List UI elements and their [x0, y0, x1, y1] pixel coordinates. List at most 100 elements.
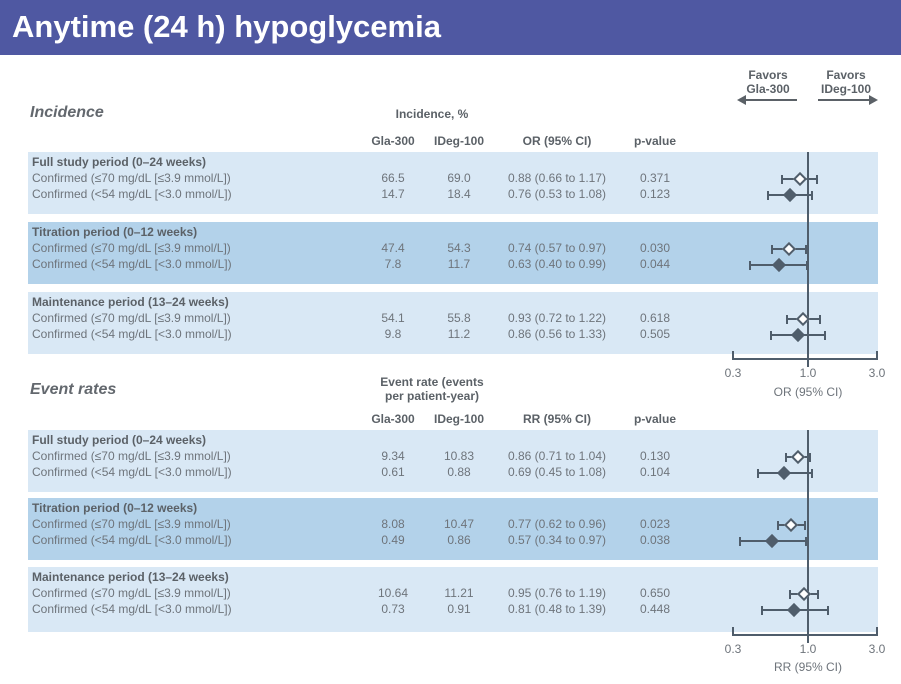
favors-left-label-line2: Gla-300	[746, 82, 790, 96]
or-ci-value: 0.63 (0.40 to 0.99)	[507, 257, 607, 271]
arrow-left-shaft	[746, 99, 797, 101]
or-axis-tick: 1.0	[799, 366, 817, 380]
title-bar: Anytime (24 h) hypoglycemia	[0, 0, 901, 55]
rr-ci-value: 0.69 (0.45 to 1.08)	[507, 465, 607, 479]
gla300-value: 14.7	[381, 187, 405, 201]
ideg100-value: 0.86	[447, 533, 471, 547]
p-value: 0.104	[639, 465, 671, 479]
row-label: Confirmed (≤70 mg/dL [≤3.9 mmol/L])	[32, 517, 231, 531]
row-label: Confirmed (≤70 mg/dL [≤3.9 mmol/L])	[32, 449, 231, 463]
gla300-value: 10.64	[377, 586, 409, 600]
rr-axis-tick: 0.3	[724, 642, 742, 656]
p-value: 0.044	[639, 257, 671, 271]
ideg100-value: 0.91	[447, 602, 471, 616]
group-label: Full study period (0–24 weeks)	[32, 155, 207, 169]
event-rates-col-pvalue: p-value	[633, 412, 676, 426]
event-rates-measure-header-line1: Event rate (events	[380, 375, 484, 389]
event-rates-full-study-band: Full study period (0–24 weeks) Confirmed…	[28, 430, 878, 492]
group-label: Maintenance period (13–24 weeks)	[32, 570, 229, 584]
ideg100-value: 11.2	[447, 327, 471, 341]
event-rates-col-ideg100: IDeg-100	[433, 412, 485, 426]
table-row: Confirmed (<54 mg/dL [<3.0 mmol/L]) 9.8 …	[28, 327, 878, 343]
row-label: Confirmed (≤70 mg/dL [≤3.9 mmol/L])	[32, 171, 231, 185]
event-rates-measure-header-line2: per patient-year)	[384, 389, 480, 403]
incidence-col-pvalue: p-value	[633, 134, 676, 148]
table-row: Confirmed (≤70 mg/dL [≤3.9 mmol/L]) 54.1…	[28, 311, 878, 327]
p-value: 0.618	[639, 311, 671, 325]
rr-ci-value: 0.95 (0.76 to 1.19)	[507, 586, 607, 600]
arrow-left-icon	[737, 95, 746, 105]
rr-ci-value: 0.81 (0.48 to 1.39)	[507, 602, 607, 616]
event-rates-titration-band: Titration period (0–12 weeks) Confirmed …	[28, 498, 878, 560]
axis-end-tick	[732, 351, 734, 360]
event-rates-maintenance-band: Maintenance period (13–24 weeks) Confirm…	[28, 567, 878, 632]
row-label: Confirmed (≤70 mg/dL [≤3.9 mmol/L])	[32, 241, 231, 255]
ideg100-value: 10.83	[443, 449, 475, 463]
group-label: Full study period (0–24 weeks)	[32, 433, 207, 447]
gla300-value: 9.8	[384, 327, 402, 341]
incidence-measure-header: Incidence, %	[395, 107, 469, 121]
or-ci-value: 0.93 (0.72 to 1.22)	[507, 311, 607, 325]
p-value: 0.650	[639, 586, 671, 600]
page-title: Anytime (24 h) hypoglycemia	[12, 9, 441, 44]
ideg100-value: 0.88	[447, 465, 471, 479]
incidence-titration-band: Titration period (0–12 weeks) Confirmed …	[28, 222, 878, 284]
or-ci-value: 0.88 (0.66 to 1.17)	[507, 171, 607, 185]
or-axis-title: OR (95% CI)	[773, 385, 843, 399]
incidence-full-study-band: Full study period (0–24 weeks) Confirmed…	[28, 152, 878, 214]
p-value: 0.448	[639, 602, 671, 616]
gla300-value: 8.08	[381, 517, 405, 531]
ideg100-value: 11.7	[447, 257, 471, 271]
event-rates-heading: Event rates	[30, 381, 117, 398]
table-row: Confirmed (≤70 mg/dL [≤3.9 mmol/L]) 47.4…	[28, 241, 878, 257]
table-row: Confirmed (<54 mg/dL [<3.0 mmol/L]) 7.8 …	[28, 257, 878, 273]
table-row: Confirmed (<54 mg/dL [<3.0 mmol/L]) 14.7…	[28, 187, 878, 203]
ideg100-value: 10.47	[443, 517, 475, 531]
group-label: Titration period (0–12 weeks)	[32, 225, 198, 239]
favors-left-label-line1: Favors	[748, 68, 788, 82]
p-value: 0.505	[639, 327, 671, 341]
reference-line	[807, 152, 809, 367]
ideg100-value: 55.8	[447, 311, 471, 325]
event-rates-col-gla300: Gla-300	[371, 412, 415, 426]
row-label: Confirmed (<54 mg/dL [<3.0 mmol/L])	[32, 187, 232, 201]
ideg100-value: 11.21	[444, 586, 474, 600]
row-label: Confirmed (≤70 mg/dL [≤3.9 mmol/L])	[32, 586, 231, 600]
incidence-col-ideg100: IDeg-100	[433, 134, 485, 148]
gla300-value: 0.49	[381, 533, 405, 547]
incidence-col-or: OR (95% CI)	[522, 134, 592, 148]
table-row: Confirmed (<54 mg/dL [<3.0 mmol/L]) 0.61…	[28, 465, 878, 481]
favors-right-label-line1: Favors	[826, 68, 866, 82]
gla300-value: 0.61	[381, 465, 405, 479]
ideg100-value: 69.0	[447, 171, 471, 185]
rr-axis-tick: 1.0	[799, 642, 817, 656]
row-label: Confirmed (<54 mg/dL [<3.0 mmol/L])	[32, 257, 232, 271]
table-row: Confirmed (≤70 mg/dL [≤3.9 mmol/L]) 8.08…	[28, 517, 878, 533]
row-label: Confirmed (≤70 mg/dL [≤3.9 mmol/L])	[32, 311, 231, 325]
table-row: Confirmed (≤70 mg/dL [≤3.9 mmol/L]) 66.5…	[28, 171, 878, 187]
gla300-value: 47.4	[381, 241, 405, 255]
or-axis-tick: 0.3	[724, 366, 742, 380]
p-value: 0.023	[639, 517, 671, 531]
incidence-col-gla300: Gla-300	[371, 134, 415, 148]
p-value: 0.130	[639, 449, 671, 463]
axis-end-tick	[876, 351, 878, 360]
or-ci-value: 0.74 (0.57 to 0.97)	[507, 241, 607, 255]
rr-axis-tick: 3.0	[868, 642, 886, 656]
or-ci-value: 0.86 (0.56 to 1.33)	[507, 327, 607, 341]
row-label: Confirmed (<54 mg/dL [<3.0 mmol/L])	[32, 533, 232, 547]
gla300-value: 9.34	[381, 449, 405, 463]
table-row: Confirmed (≤70 mg/dL [≤3.9 mmol/L]) 9.34…	[28, 449, 878, 465]
ideg100-value: 18.4	[447, 187, 471, 201]
gla300-value: 0.73	[381, 602, 405, 616]
axis-end-tick	[732, 627, 734, 636]
row-label: Confirmed (<54 mg/dL [<3.0 mmol/L])	[32, 602, 232, 616]
table-row: Confirmed (≤70 mg/dL [≤3.9 mmol/L]) 10.6…	[28, 586, 878, 602]
reference-line	[807, 430, 809, 643]
gla300-value: 7.8	[384, 257, 402, 271]
rr-ci-value: 0.77 (0.62 to 0.96)	[507, 517, 607, 531]
p-value: 0.038	[639, 533, 671, 547]
table-row: Confirmed (<54 mg/dL [<3.0 mmol/L]) 0.73…	[28, 602, 878, 618]
group-label: Maintenance period (13–24 weeks)	[32, 295, 229, 309]
arrow-right-shaft	[818, 99, 869, 101]
